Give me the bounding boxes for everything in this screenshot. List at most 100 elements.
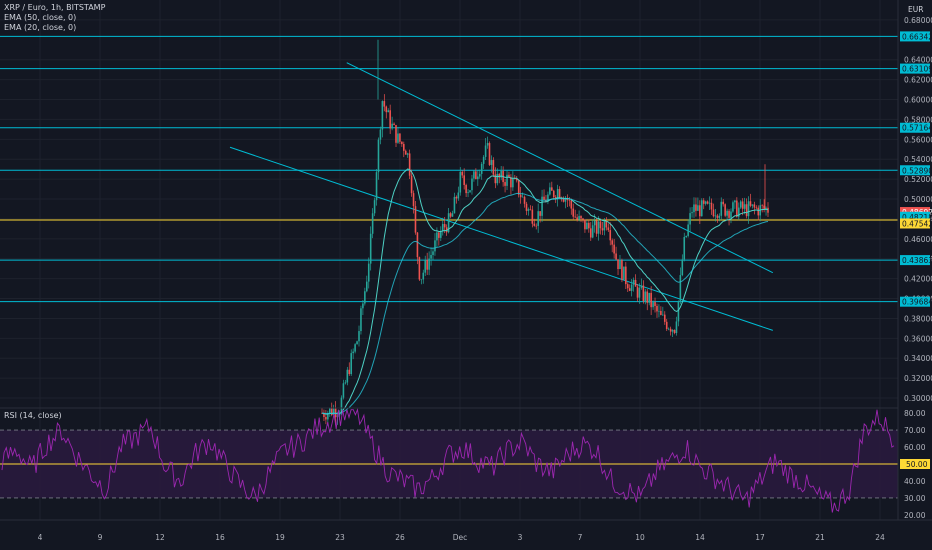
horizontal-levels[interactable] bbox=[0, 35, 898, 303]
candle-body bbox=[496, 173, 499, 184]
candle-body bbox=[517, 180, 520, 195]
price-tick-label: 0.32000 bbox=[904, 374, 932, 383]
candle-body bbox=[685, 235, 688, 238]
rsi-midline-label: 50.00 bbox=[906, 460, 928, 469]
candle-body bbox=[424, 259, 427, 273]
candle-body bbox=[465, 184, 467, 194]
candle-body bbox=[461, 171, 464, 176]
candle-body bbox=[475, 171, 477, 180]
candle-body bbox=[593, 220, 596, 226]
candle-body bbox=[551, 187, 553, 191]
candle-body bbox=[379, 129, 382, 140]
candle-body bbox=[369, 233, 372, 264]
price-tick-label: 0.56000 bbox=[904, 135, 932, 144]
candle-body bbox=[619, 260, 621, 270]
price-tick-label: 0.60000 bbox=[904, 96, 932, 105]
rsi-tick-label: 40.00 bbox=[904, 477, 926, 486]
candle-body bbox=[327, 412, 329, 420]
rsi-tick-label: 30.00 bbox=[904, 494, 926, 503]
candle-body bbox=[765, 207, 767, 209]
candle-body bbox=[401, 141, 403, 145]
price-tag bbox=[900, 218, 930, 229]
candle-body bbox=[632, 279, 635, 285]
candle-body bbox=[519, 194, 522, 198]
candle-body bbox=[734, 200, 736, 203]
candle-body bbox=[328, 407, 331, 413]
level-price-label: 0.57164 bbox=[902, 124, 932, 133]
level-price-tag bbox=[900, 165, 930, 176]
candle-body bbox=[665, 321, 668, 330]
candle-body bbox=[494, 174, 497, 184]
time-tick-label: 23 bbox=[335, 533, 345, 542]
candle-body bbox=[558, 189, 561, 198]
candle-body bbox=[658, 310, 660, 312]
candle-body bbox=[564, 198, 567, 202]
price-tick-label: 0.68000 bbox=[904, 16, 932, 25]
time-tick-label: 3 bbox=[518, 533, 523, 542]
ema20-legend[interactable]: EMA (20, close, 0) bbox=[4, 23, 77, 32]
price-tick-label: 0.52000 bbox=[904, 175, 932, 184]
candle-body bbox=[535, 225, 538, 227]
candle-body bbox=[720, 201, 723, 216]
level-price-label: 0.66342 bbox=[902, 32, 932, 41]
candle-body bbox=[449, 213, 452, 217]
candle-body bbox=[726, 210, 728, 216]
candle-body bbox=[364, 291, 366, 304]
time-tick-label: 17 bbox=[755, 533, 765, 542]
candle-body bbox=[642, 285, 645, 302]
candle-body bbox=[753, 204, 756, 208]
price-tag-label: 0.47542 bbox=[902, 219, 932, 228]
candle-body bbox=[623, 266, 625, 280]
candle-body bbox=[467, 192, 469, 194]
candle-body bbox=[749, 201, 752, 206]
candle-body bbox=[525, 203, 528, 211]
trendlines[interactable] bbox=[229, 62, 774, 331]
level-price-label: 0.52890 bbox=[902, 166, 932, 175]
candle-body bbox=[603, 220, 606, 231]
candles bbox=[321, 39, 769, 426]
candle-body bbox=[371, 213, 374, 234]
rsi-legend[interactable]: RSI (14, close) bbox=[4, 411, 62, 420]
candle-body bbox=[443, 224, 446, 228]
candle-body bbox=[570, 200, 573, 209]
candle-body bbox=[584, 219, 586, 230]
candle-body bbox=[662, 314, 664, 316]
candle-body bbox=[360, 308, 362, 332]
level-price-label: 0.39684 bbox=[902, 298, 932, 307]
candle-body bbox=[434, 240, 436, 252]
candle-body bbox=[514, 178, 516, 180]
candle-body bbox=[562, 198, 565, 202]
candle-body bbox=[652, 302, 654, 308]
candle-body bbox=[445, 227, 448, 233]
candle-body bbox=[358, 331, 360, 342]
candle-body bbox=[699, 205, 701, 217]
candle-body bbox=[500, 170, 502, 178]
candle-body bbox=[743, 204, 746, 209]
candle-body bbox=[537, 211, 539, 226]
candle-body bbox=[547, 194, 549, 202]
candle-body bbox=[599, 221, 602, 229]
candle-body bbox=[441, 224, 444, 232]
candle-body bbox=[391, 123, 393, 129]
time-tick-label: 4 bbox=[38, 533, 43, 542]
candle-body bbox=[722, 201, 725, 205]
price-tick-label: 0.38000 bbox=[904, 314, 932, 323]
price-tag-label: 0.48218 bbox=[902, 213, 932, 222]
price-scale-labels[interactable]: 0.66342 0.63109 0.57164 0.52890 0.43863 0.396… bbox=[900, 31, 932, 469]
level-price-tag bbox=[900, 31, 930, 42]
candle-body bbox=[617, 259, 619, 270]
candle-body bbox=[640, 285, 643, 288]
symbol-legend[interactable]: XRP / Euro, 1h, BITSTAMP bbox=[4, 3, 106, 12]
candle-body bbox=[515, 178, 518, 181]
time-tick-label: 16 bbox=[215, 533, 225, 542]
level-price-tag bbox=[900, 255, 930, 266]
candle-body bbox=[367, 263, 370, 282]
candle-body bbox=[393, 123, 395, 126]
candle-body bbox=[751, 204, 754, 206]
candle-body bbox=[428, 258, 430, 270]
candle-body bbox=[402, 144, 405, 151]
candle-body bbox=[613, 244, 615, 254]
ema50-legend[interactable]: EMA (50, close, 0) bbox=[4, 13, 77, 22]
candle-body bbox=[681, 259, 684, 276]
